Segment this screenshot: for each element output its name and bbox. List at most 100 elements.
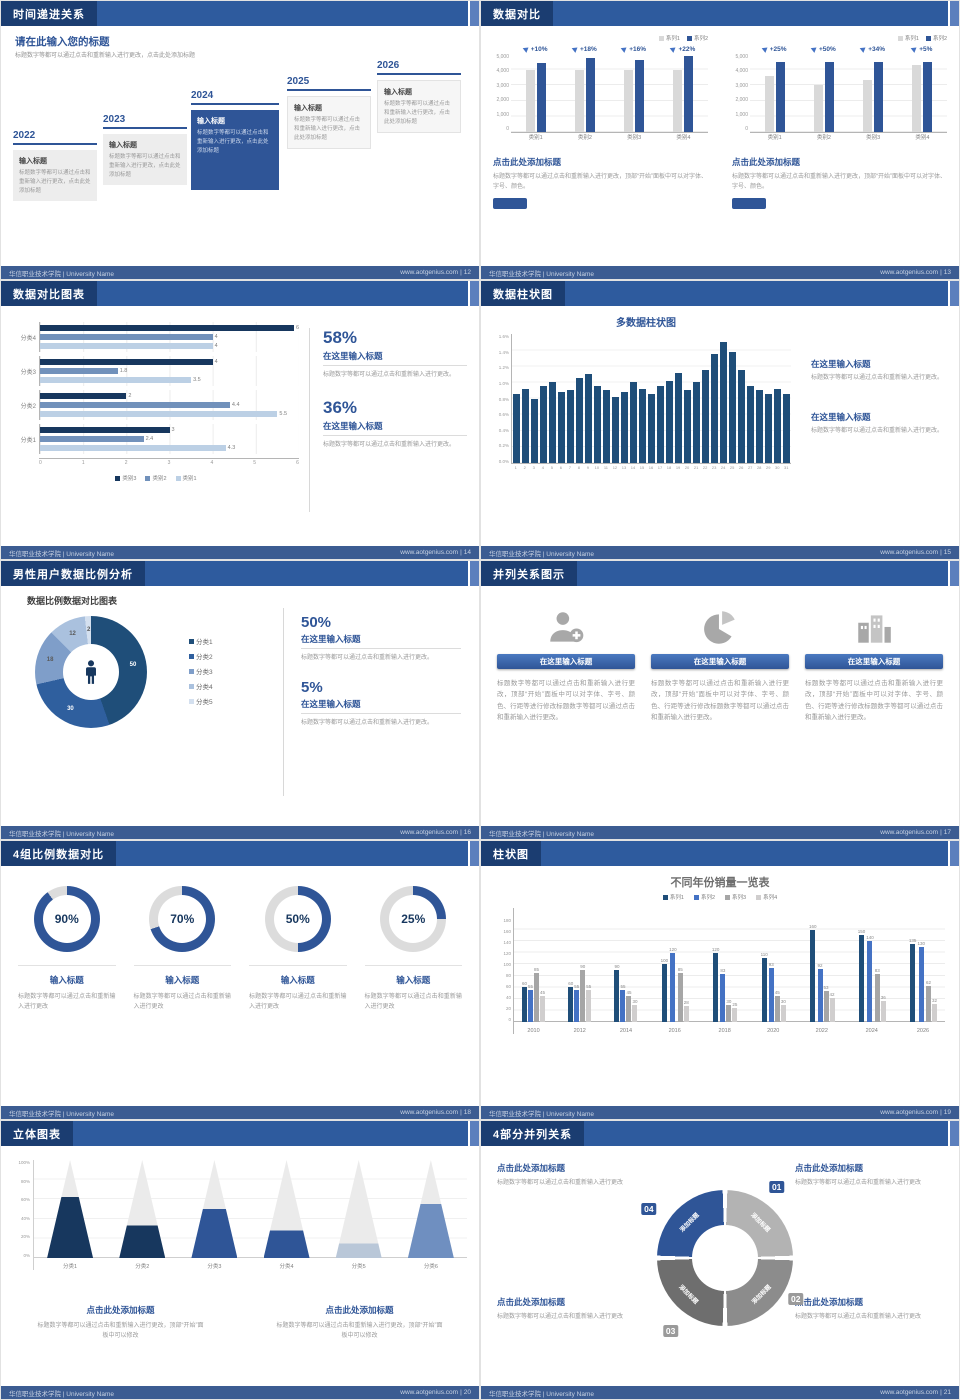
x-tick: 8 bbox=[577, 465, 580, 470]
y-tick: 1.2% bbox=[498, 365, 509, 371]
slide-13-data-comparison[interactable]: 数据对比 系列1 系列2 5,000 4,000 3,000 2,000 1,000 0 +10… bbox=[481, 1, 959, 279]
pct-label: +16% bbox=[620, 44, 646, 54]
note-text: 标题数字等都可以通过点击和重新输入进行更改，顶部“开始”面板中可以修改 bbox=[276, 1323, 443, 1340]
bars: 2 4.4 5.5 bbox=[39, 390, 299, 420]
footer-separator: | bbox=[460, 829, 462, 836]
ratio-card: 50% 输入标题 标题数字等都可以通过点击和重新输入进行更改 bbox=[240, 886, 356, 1106]
slide-18-four-ratio-comparison[interactable]: 4组比例数据对比 90% 输入标题 标题数字等都可以通过点击和重新输入进行更改 … bbox=[1, 841, 479, 1119]
x-tick: 1 bbox=[514, 465, 517, 470]
footer-separator: | bbox=[940, 549, 942, 556]
y-tick: 120 bbox=[503, 951, 511, 956]
legend-item: 系列1 bbox=[897, 34, 919, 42]
progress-ring: 25% bbox=[380, 886, 447, 952]
ratio-card: 90% 输入标题 标题数字等都可以通过点击和重新输入进行更改 bbox=[9, 886, 125, 1106]
timeline-item: 2026 输入标题 标题数字等都可以通过点击和重新输入进行更改，点击此处添加标题 bbox=[377, 60, 461, 134]
bar bbox=[40, 334, 213, 340]
paired-bar-chart: 系列1 系列2 5,000 4,000 3,000 2,000 1,000 0 +10% 类别1 +… bbox=[493, 34, 708, 146]
x-label: 类别3 bbox=[627, 135, 642, 141]
bars: 100 120 85 28 bbox=[661, 908, 689, 1022]
stat-percent: 58% bbox=[323, 328, 358, 347]
slide-title: 4组比例数据对比 bbox=[13, 848, 105, 861]
chart-legend: 系列1 系列2 bbox=[732, 34, 947, 42]
header-accent-block bbox=[948, 841, 959, 866]
slide-body: 90% 输入标题 标题数字等都可以通过点击和重新输入进行更改 70% 输入标题 … bbox=[1, 866, 479, 1106]
slide-title: 立体图表 bbox=[13, 1128, 61, 1141]
legend-item: 系列3 bbox=[725, 893, 746, 901]
plot: +25% 类别1 +50% 类别2 +34% 类别3 +5% 类别4 bbox=[750, 44, 947, 146]
bars: 60 55 85 45 bbox=[522, 908, 545, 1022]
y-tick: 80% bbox=[20, 1178, 30, 1184]
x-tick: 15 bbox=[639, 465, 645, 470]
note-text: 标题数字等都可以通过点击和重新输入进行更改 bbox=[795, 1314, 922, 1320]
footer-separator: | bbox=[460, 1109, 462, 1116]
bar bbox=[40, 436, 144, 442]
slide-21-four-part-relationship[interactable]: 4部分并列关系 点击此处添加标题 标题数字等都可以通过点击和重新输入进行更改 点… bbox=[481, 1121, 959, 1399]
slide-17-parallel-relationship[interactable]: 并列关系图示 在这里输入标题 标题数字等都可以通过点击和重新输入进行更改，顶部“… bbox=[481, 561, 959, 839]
slide-20-3d-chart[interactable]: 立体图表 100% 80% 60% 40% 20% 0% 分类1 分类2 分类3 分类4 分类5 分类… bbox=[1, 1121, 479, 1399]
bar-group: 135 130 62 32 2026 bbox=[909, 908, 937, 1034]
stat-text: 标题数字等都可以通过点击和重新输入进行更改。 bbox=[301, 720, 434, 727]
x-tick: 20 bbox=[684, 465, 690, 470]
cone-shape bbox=[119, 1160, 166, 1258]
footer-separator: | bbox=[940, 829, 942, 836]
bar-line: 4 bbox=[40, 343, 299, 349]
bar bbox=[40, 393, 127, 399]
slide-header: 数据柱状图 bbox=[481, 281, 959, 306]
bar-group: 分类3 4 1.8 3.5 bbox=[13, 356, 299, 386]
value-label: 160 bbox=[808, 923, 817, 929]
bar-group: +22% 类别4 bbox=[659, 44, 708, 146]
bar bbox=[40, 368, 118, 374]
slide-12-time-progression[interactable]: 时间递进关系 请在此输入您的标题 标题数字等都可以通过点击和重新输入进行更改，点… bbox=[1, 1, 479, 279]
timeline-item: 2022 输入标题 标题数字等都可以通过点击和重新输入进行更改，点击此处添加标题 bbox=[13, 130, 97, 202]
bar bbox=[683, 390, 692, 463]
progress-ring: 70% bbox=[149, 886, 216, 952]
value-label: 55 bbox=[586, 984, 592, 990]
slide-body: 多数据柱状图 1.6% 1.4% 1.2% 1.0% 0.8% 0.6% 0.4% 0.2% 0… bbox=[481, 306, 959, 546]
bar-group: +16% 类别3 bbox=[610, 44, 659, 146]
header-accent-block bbox=[468, 1121, 479, 1146]
bars: 160 92 53 42 bbox=[809, 908, 835, 1022]
header-accent-block bbox=[948, 281, 959, 306]
slide-19-bar-chart[interactable]: 柱状图 不同年份销量一览表 系列1 系列2 系列3 系列4 180 160 140 120 1… bbox=[481, 841, 959, 1119]
slide-16-male-user-ratio[interactable]: 男性用户数据比例分析 数据比例数据对比图表 50 30 18 12 2 分类1 分类2 分类… bbox=[1, 561, 479, 839]
x-label: 类别4 bbox=[676, 135, 691, 141]
bar bbox=[539, 386, 548, 463]
bars bbox=[673, 54, 694, 132]
slide-15-data-bar-chart[interactable]: 数据柱状图 多数据柱状图 1.6% 1.4% 1.2% 1.0% 0.8% 0.6% 0.4… bbox=[481, 281, 959, 559]
chart-legend: 系列1 系列2 系列3 系列4 bbox=[481, 893, 959, 901]
slide-14-data-comparison-chart[interactable]: 数据对比图表 分类4 6 4 4 分类3 4 1.8 3.5 分类2 2 4.4 5.5 分类1 3 2.4… bbox=[1, 281, 479, 559]
bar bbox=[768, 968, 774, 1022]
footer-page-number: 15 bbox=[943, 549, 951, 556]
timeline-box-title: 输入标题 bbox=[109, 142, 137, 149]
bar-line: 4.3 bbox=[40, 445, 299, 451]
value-label: 25 bbox=[732, 1001, 738, 1007]
y-tick: 3,000 bbox=[496, 82, 509, 89]
legend-swatch bbox=[693, 894, 699, 900]
intro-text: 标题数字等都可以通过点击和重新输入进行更改，点击此处添加标题 bbox=[15, 53, 196, 59]
bar bbox=[923, 61, 933, 132]
value-label: 120 bbox=[669, 946, 677, 952]
bar-line: 2 bbox=[40, 393, 299, 399]
slide-title: 男性用户数据比例分析 bbox=[13, 568, 133, 581]
title-button: 在这里输入标题 bbox=[805, 654, 943, 669]
bar bbox=[40, 377, 192, 383]
legend-label: 类别2 bbox=[152, 476, 167, 482]
bar-wrap: 83 bbox=[720, 908, 725, 1022]
bar bbox=[584, 374, 593, 463]
note-title: 点击此处添加标题 bbox=[497, 1163, 566, 1173]
slide-footer: 华信职业技术学院 | University Name www.aotgenius… bbox=[481, 826, 959, 839]
legend-label: 分类4 bbox=[196, 684, 213, 691]
slice-value: 2 bbox=[86, 626, 91, 633]
bar bbox=[638, 388, 647, 463]
stat-text: 标题数字等都可以通过点击和重新输入进行更改。 bbox=[323, 442, 456, 449]
slide-header: 4部分并列关系 bbox=[481, 1121, 959, 1146]
legend-swatch bbox=[925, 35, 931, 41]
bar-wrap: 32 bbox=[931, 908, 937, 1022]
header-accent-block bbox=[948, 561, 959, 586]
cone-shape bbox=[407, 1160, 454, 1258]
pie-chart-icon bbox=[651, 602, 789, 654]
legend-swatch bbox=[145, 475, 151, 481]
y-axis: 1.6% 1.4% 1.2% 1.0% 0.8% 0.6% 0.4% 0.2% 0.0% bbox=[491, 334, 511, 464]
footer-url: www.aotgenius.com bbox=[400, 549, 459, 556]
x-label: 2010 bbox=[527, 1028, 540, 1034]
